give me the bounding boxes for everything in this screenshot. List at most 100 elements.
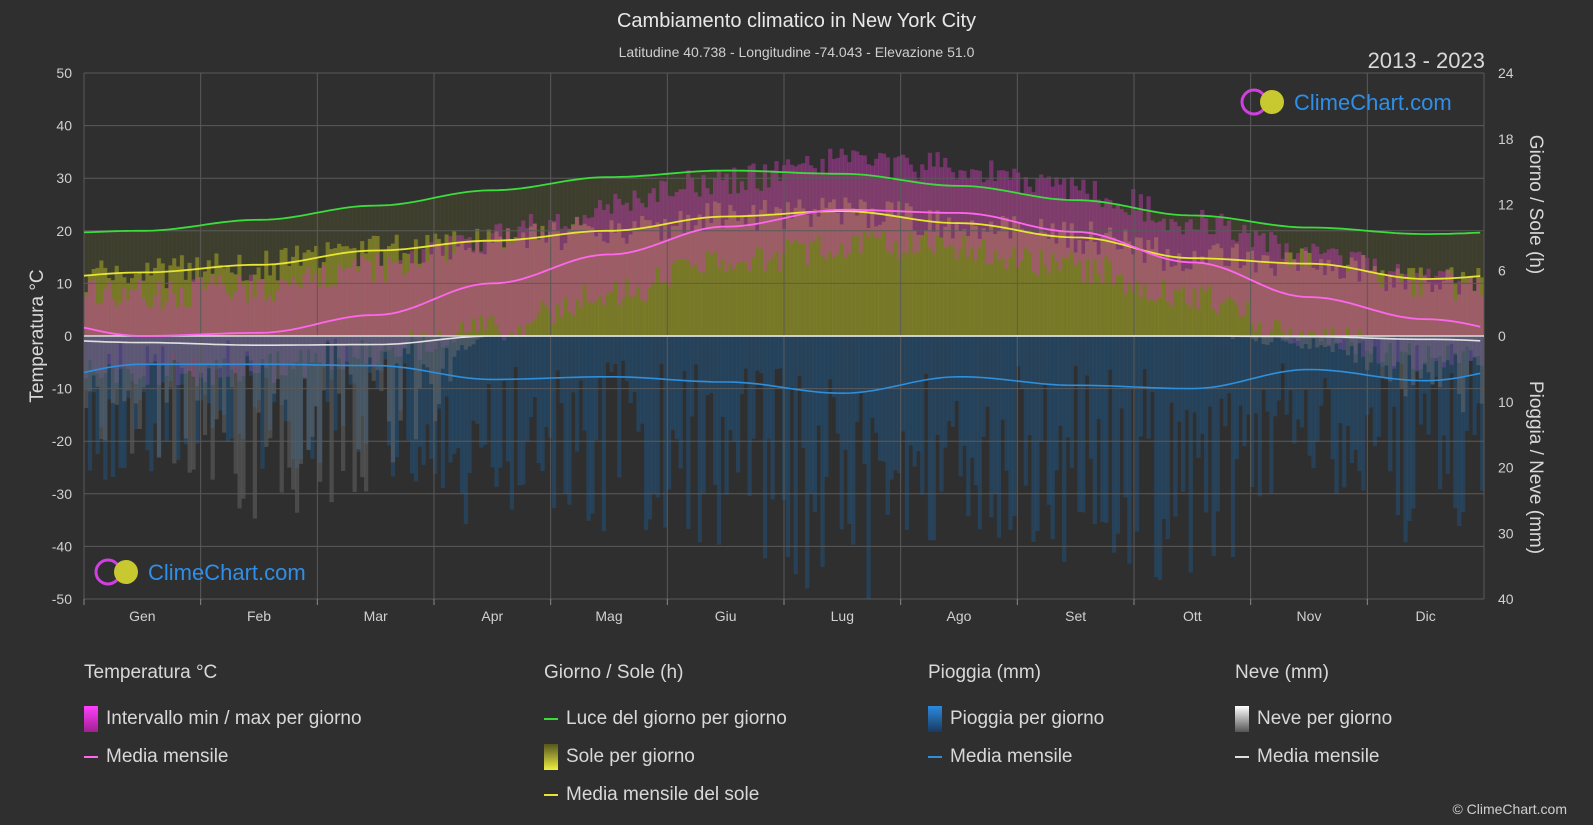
sunshine-bar — [1085, 241, 1090, 336]
rain-bar — [1123, 336, 1128, 498]
rain-bar — [632, 336, 637, 392]
rain-bar — [337, 336, 342, 370]
sunshine-bar — [1246, 251, 1251, 336]
rain-bar — [1403, 336, 1408, 543]
axes: 50 40 30 20 10 0 -10 -20 -30 -40 -50 24 18 12 6 0 10 20 30… — [27, 65, 1546, 624]
temp-range-bar — [586, 218, 591, 301]
rain-bar — [1180, 336, 1186, 493]
sunshine-bar — [425, 234, 430, 336]
sunshine-bar — [632, 221, 637, 336]
daylight-bar — [1391, 232, 1397, 336]
snow-bar — [479, 336, 484, 339]
rain-bar — [636, 336, 641, 432]
snow-bar — [1426, 336, 1431, 373]
rain-bar — [1430, 336, 1435, 386]
temp-range-bar — [1154, 222, 1159, 302]
snow-bar — [279, 336, 284, 493]
sunshine-bar — [1081, 253, 1086, 336]
snow-bar — [448, 336, 453, 382]
sunshine-bar — [651, 227, 656, 336]
y-tick-label: -20 — [52, 433, 72, 449]
rain-bar — [601, 336, 607, 532]
sunshine-bar — [900, 215, 906, 336]
snow-bar — [348, 336, 353, 375]
temp-range-bar — [1188, 219, 1193, 308]
sunshine-bar — [1188, 269, 1193, 336]
sunshine-bar — [620, 237, 626, 336]
temp-range-bar — [1157, 221, 1163, 298]
sunshine-bar — [590, 227, 595, 336]
sunshine-bar — [340, 246, 346, 336]
sunshine-bar — [766, 213, 771, 336]
sunshine-bar — [1269, 268, 1274, 336]
sunshine-bar — [214, 253, 219, 336]
sunshine-bar — [713, 201, 718, 336]
temp-range-bar — [528, 213, 534, 324]
temp-range-bar — [1449, 273, 1454, 365]
rain-bar — [993, 336, 998, 494]
sunshine-bar — [1196, 261, 1201, 336]
temp-range-bar — [601, 209, 607, 305]
rain-bar — [874, 336, 879, 433]
rain-bar — [640, 336, 645, 424]
rain-bar — [1391, 336, 1397, 407]
snow-bar — [283, 336, 288, 400]
sunshine-bar — [229, 272, 234, 336]
sunshine-bar — [954, 221, 959, 336]
temp-range-bar — [1058, 184, 1063, 271]
temp-range-bar — [582, 215, 587, 285]
rain-bar — [924, 336, 929, 374]
rain-bar — [555, 336, 561, 371]
rain-bar — [348, 336, 353, 385]
sunshine-bar — [993, 234, 998, 336]
sunshine-bar — [1100, 236, 1105, 336]
sunshine-bar — [1376, 274, 1381, 336]
rain-bar — [651, 336, 656, 495]
rain-bar — [885, 336, 890, 515]
snow-bar — [406, 336, 411, 355]
temp-range-bar — [747, 165, 752, 271]
sunshine-bar — [594, 236, 599, 336]
sunshine-bar — [624, 243, 630, 336]
temp-range-bar — [1315, 246, 1320, 336]
snow-bar — [206, 336, 211, 369]
rain-bar — [927, 336, 933, 541]
sunshine-bar — [571, 224, 576, 336]
snow-bar — [1388, 336, 1393, 382]
snow-bar — [371, 336, 376, 381]
temp-range-bar — [279, 278, 284, 376]
snow-bar — [191, 336, 196, 470]
temp-range-bar — [716, 171, 722, 269]
temp-range-bar — [1211, 234, 1216, 310]
rain-bar — [690, 336, 695, 417]
snow-bar — [1384, 336, 1389, 366]
sunshine-bar — [191, 281, 196, 336]
snow-bar — [176, 336, 181, 363]
sunshine-bar — [1299, 248, 1305, 336]
sunshine-bar — [1453, 284, 1458, 336]
temp-range-bar — [935, 152, 940, 236]
temp-range-bar — [759, 190, 764, 250]
snow-bar — [440, 336, 445, 369]
y3-tick-label: 30 — [1498, 525, 1514, 541]
rain-bar — [551, 336, 557, 509]
snow-bar — [417, 336, 422, 389]
snow-bar — [1399, 336, 1404, 389]
y-tick-label: 30 — [56, 170, 72, 186]
sunshine-bar — [291, 256, 296, 336]
temp-range-bar — [1288, 267, 1293, 329]
snow-bar — [398, 336, 403, 421]
sunshine-bar — [536, 239, 541, 336]
temp-range-bar — [893, 157, 898, 242]
rain-bar — [908, 336, 913, 446]
sunshine-bar — [160, 263, 165, 336]
legend-label: Media mensile — [950, 746, 1073, 767]
sunshine-bar — [1142, 262, 1147, 336]
snow-bar — [248, 336, 254, 361]
rain-bar — [805, 336, 810, 589]
legend-title-sun: Giorno / Sole (h) — [544, 662, 684, 683]
temp-range-bar — [962, 170, 967, 235]
sunshine-bar — [1192, 251, 1197, 336]
legend-swatch-snow-mean — [1235, 756, 1249, 758]
sunshine-bar — [1165, 249, 1170, 336]
